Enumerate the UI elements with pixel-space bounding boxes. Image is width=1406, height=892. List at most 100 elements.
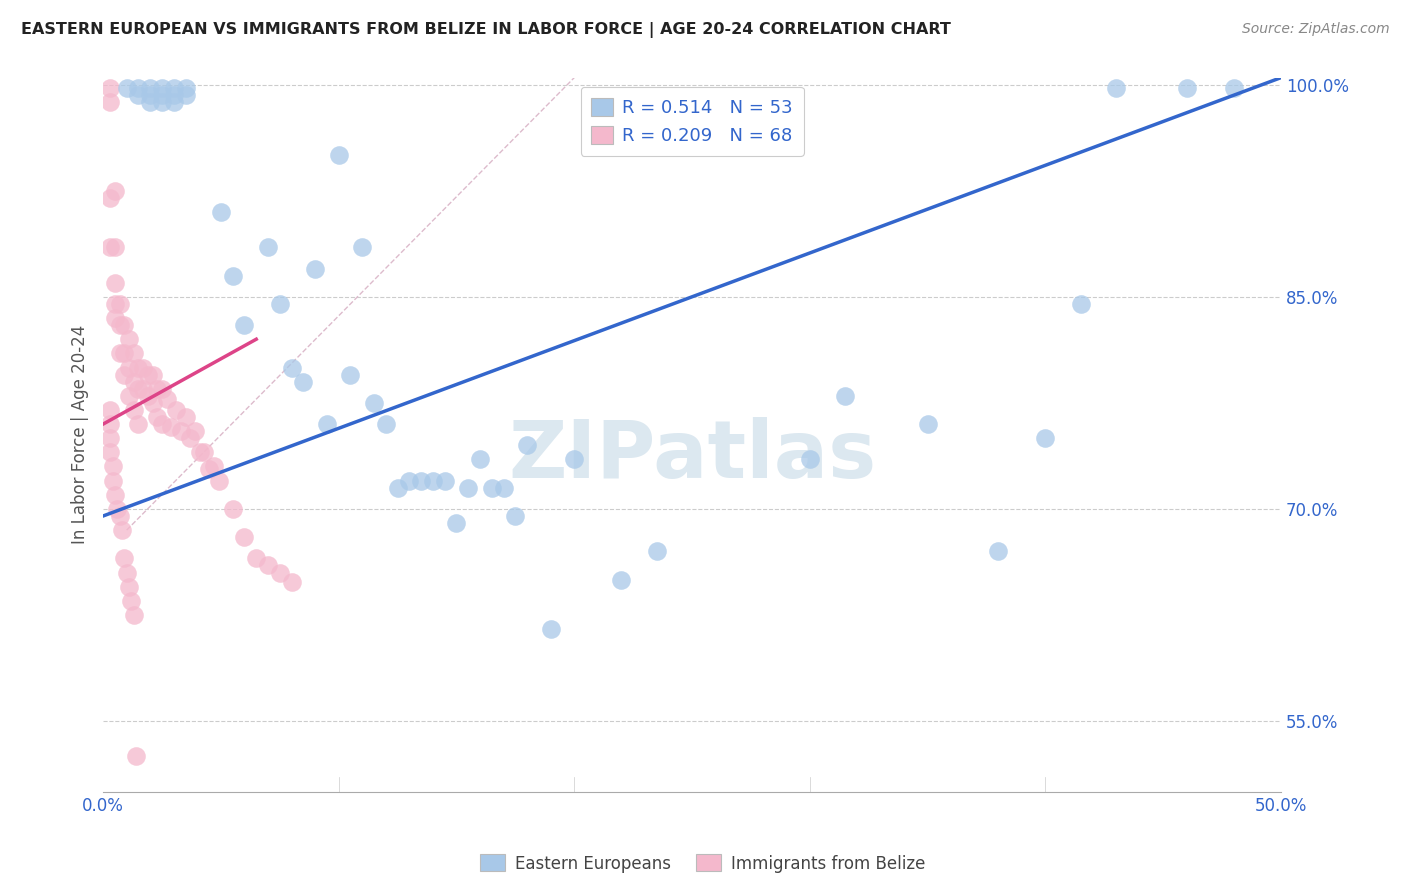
Point xyxy=(122,403,145,417)
Point xyxy=(98,403,121,417)
Point xyxy=(202,459,225,474)
Point xyxy=(112,368,135,382)
Point xyxy=(492,481,515,495)
Point xyxy=(174,409,197,424)
Point xyxy=(150,382,173,396)
Point xyxy=(316,417,339,431)
Point xyxy=(101,474,124,488)
Point xyxy=(387,481,409,495)
Point xyxy=(139,87,162,102)
Point xyxy=(398,474,420,488)
Point xyxy=(104,240,127,254)
Point xyxy=(108,508,131,523)
Point xyxy=(132,360,155,375)
Point xyxy=(127,80,149,95)
Point xyxy=(433,474,456,488)
Point xyxy=(146,382,169,396)
Point xyxy=(98,191,121,205)
Point xyxy=(269,297,291,311)
Point xyxy=(292,375,315,389)
Point xyxy=(411,474,433,488)
Point xyxy=(834,389,856,403)
Point xyxy=(136,368,159,382)
Point xyxy=(645,544,668,558)
Point xyxy=(118,580,141,594)
Point xyxy=(1105,80,1128,95)
Point xyxy=(165,403,187,417)
Point xyxy=(562,452,585,467)
Point xyxy=(104,311,127,326)
Point xyxy=(505,508,527,523)
Point xyxy=(422,474,444,488)
Point xyxy=(105,502,128,516)
Point xyxy=(104,184,127,198)
Point xyxy=(122,346,145,360)
Point xyxy=(98,80,121,95)
Point xyxy=(269,566,291,580)
Point xyxy=(163,87,186,102)
Point xyxy=(207,474,229,488)
Point xyxy=(339,368,361,382)
Point xyxy=(280,360,302,375)
Y-axis label: In Labor Force | Age 20-24: In Labor Force | Age 20-24 xyxy=(72,325,89,544)
Point xyxy=(112,346,135,360)
Point xyxy=(150,87,173,102)
Point xyxy=(104,297,127,311)
Point xyxy=(146,409,169,424)
Point xyxy=(257,558,280,573)
Point xyxy=(468,452,491,467)
Point xyxy=(516,438,538,452)
Point xyxy=(98,445,121,459)
Point xyxy=(163,80,186,95)
Point xyxy=(115,566,138,580)
Point xyxy=(118,332,141,346)
Point xyxy=(127,382,149,396)
Point xyxy=(104,488,127,502)
Point xyxy=(233,530,256,544)
Point xyxy=(1070,297,1092,311)
Point xyxy=(111,523,134,537)
Point xyxy=(108,318,131,332)
Point xyxy=(139,95,162,109)
Point xyxy=(304,261,326,276)
Point xyxy=(132,382,155,396)
Point xyxy=(98,417,121,431)
Point xyxy=(184,424,207,438)
Point xyxy=(122,375,145,389)
Point xyxy=(446,516,468,530)
Point xyxy=(112,318,135,332)
Point xyxy=(174,80,197,95)
Point xyxy=(120,594,142,608)
Point xyxy=(987,544,1010,558)
Point xyxy=(221,268,243,283)
Point xyxy=(118,360,141,375)
Text: Source: ZipAtlas.com: Source: ZipAtlas.com xyxy=(1241,22,1389,37)
Text: ZIPatlas: ZIPatlas xyxy=(508,417,876,495)
Point xyxy=(233,318,256,332)
Point xyxy=(118,389,141,403)
Point xyxy=(209,205,232,219)
Point xyxy=(1223,80,1246,95)
Point xyxy=(610,573,633,587)
Point xyxy=(917,417,939,431)
Point xyxy=(799,452,821,467)
Point xyxy=(1175,80,1198,95)
Point xyxy=(160,420,183,434)
Point xyxy=(108,346,131,360)
Point xyxy=(221,502,243,516)
Point xyxy=(540,622,562,636)
Point xyxy=(150,95,173,109)
Point xyxy=(101,459,124,474)
Point xyxy=(188,445,211,459)
Point xyxy=(352,240,374,254)
Point xyxy=(122,607,145,622)
Point xyxy=(257,240,280,254)
Point xyxy=(98,95,121,109)
Point xyxy=(374,417,396,431)
Point xyxy=(127,360,149,375)
Point xyxy=(98,431,121,445)
Point xyxy=(150,417,173,431)
Point xyxy=(142,396,165,410)
Legend: R = 0.514   N = 53, R = 0.209   N = 68: R = 0.514 N = 53, R = 0.209 N = 68 xyxy=(581,87,804,156)
Text: EASTERN EUROPEAN VS IMMIGRANTS FROM BELIZE IN LABOR FORCE | AGE 20-24 CORRELATIO: EASTERN EUROPEAN VS IMMIGRANTS FROM BELI… xyxy=(21,22,950,38)
